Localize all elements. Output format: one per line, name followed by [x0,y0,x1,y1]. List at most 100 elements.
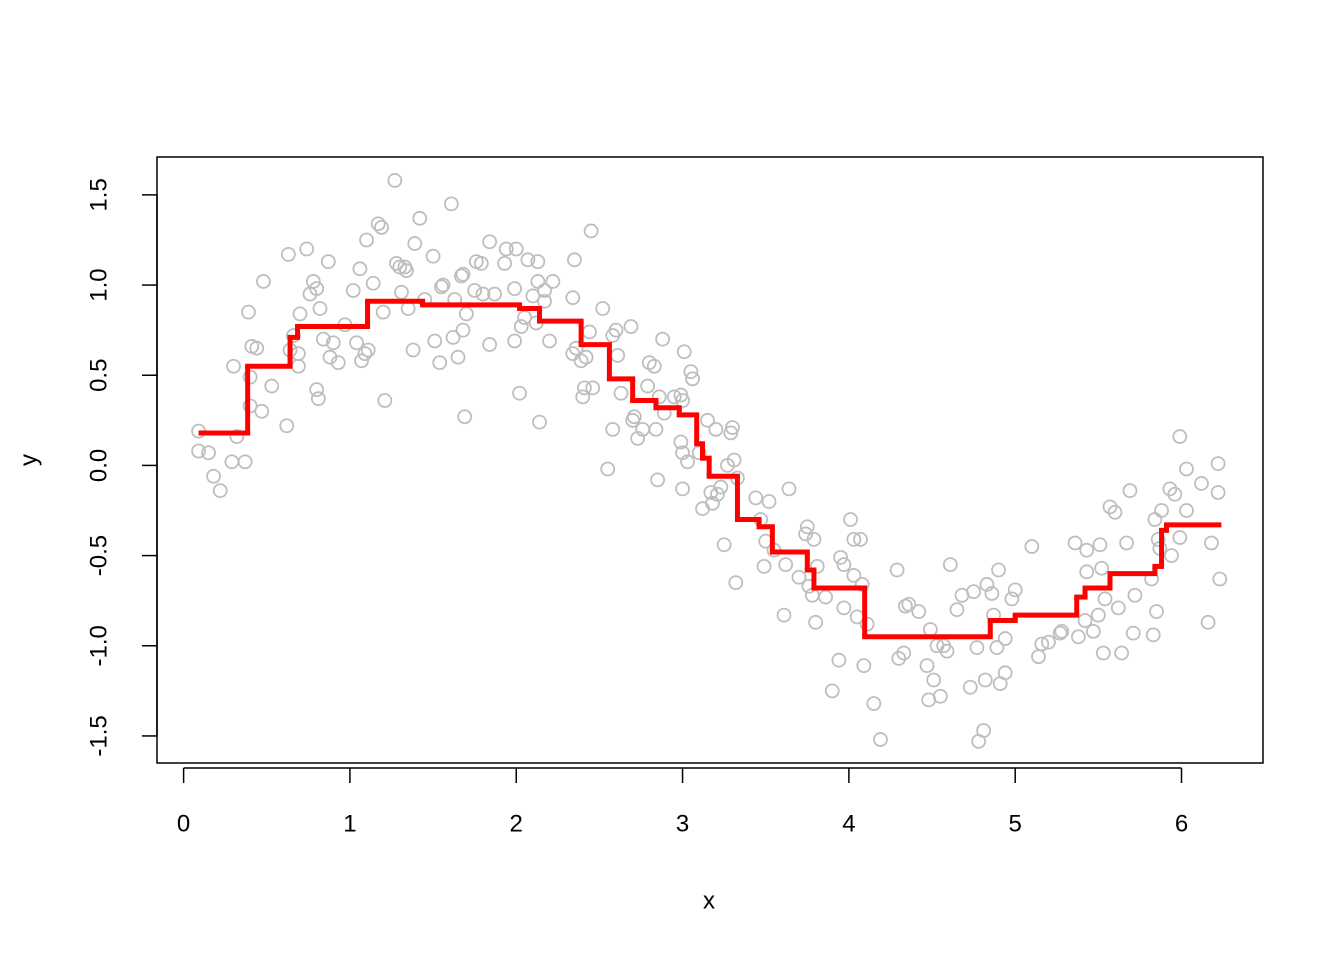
point [359,232,374,248]
point [201,445,216,461]
point [568,340,584,356]
point [1052,625,1068,641]
point [676,344,692,360]
point [577,380,592,396]
point [873,732,888,747]
point [1164,548,1179,563]
point [292,306,308,322]
point [1094,560,1110,576]
x-tick-label: 0 [177,810,190,837]
point [836,600,852,616]
point [241,304,256,320]
point [1031,649,1046,664]
point [520,252,536,268]
point [651,389,667,405]
point [778,557,794,573]
point [1090,607,1106,623]
point [1172,530,1188,545]
point [1077,613,1093,628]
point [713,479,729,495]
point [804,587,820,603]
point [1210,485,1226,500]
point [256,274,271,289]
point [432,355,448,371]
point [726,452,742,468]
x-axis-label: x [703,887,715,914]
point [375,304,391,320]
point [532,414,547,430]
point [623,319,639,334]
point [310,391,326,407]
point [394,284,409,300]
point [315,331,331,347]
point [808,614,824,630]
point [1034,636,1050,652]
point [1150,531,1166,547]
point [309,382,325,398]
point [1127,587,1143,603]
x-tick-label: 2 [510,810,523,837]
point [357,346,373,361]
point [716,537,732,553]
point [1079,542,1095,558]
point [846,531,862,547]
x-tick-label: 4 [842,810,855,837]
point [360,342,376,358]
point [497,256,513,271]
point [345,283,361,298]
point [1200,614,1216,630]
point [578,349,594,365]
point [675,393,690,408]
point [675,481,690,497]
point [349,335,364,351]
point [455,266,471,282]
point [1145,627,1161,643]
point [1154,503,1169,518]
point [648,421,664,437]
point [565,290,581,306]
point [926,672,942,688]
point [949,602,965,618]
point [997,631,1013,646]
point [781,481,797,497]
point [630,430,646,446]
point [389,256,404,271]
point [613,385,629,401]
point [290,358,306,374]
point [666,389,682,405]
point [1194,476,1209,491]
point [1004,591,1020,607]
point [226,358,241,374]
point [680,454,695,470]
point [545,274,561,289]
point [1210,456,1226,472]
point [1125,625,1141,641]
point [299,241,315,257]
point [482,337,498,352]
point [400,301,416,316]
point [583,223,599,239]
point [1212,571,1228,587]
point [435,277,451,293]
point [610,347,626,363]
point [833,549,848,565]
point [508,241,524,257]
point [728,575,744,591]
point [646,358,662,374]
point [846,568,862,583]
point [626,409,642,425]
y-axis-label: y [15,454,42,466]
point [962,679,978,695]
point [748,490,764,506]
point [605,421,621,437]
point [791,569,807,585]
point [806,531,822,547]
point [685,371,700,387]
point [1041,634,1056,650]
point [911,604,927,619]
point [761,494,777,509]
point [513,319,529,334]
point [966,584,982,600]
point [482,234,498,250]
point [475,286,491,302]
